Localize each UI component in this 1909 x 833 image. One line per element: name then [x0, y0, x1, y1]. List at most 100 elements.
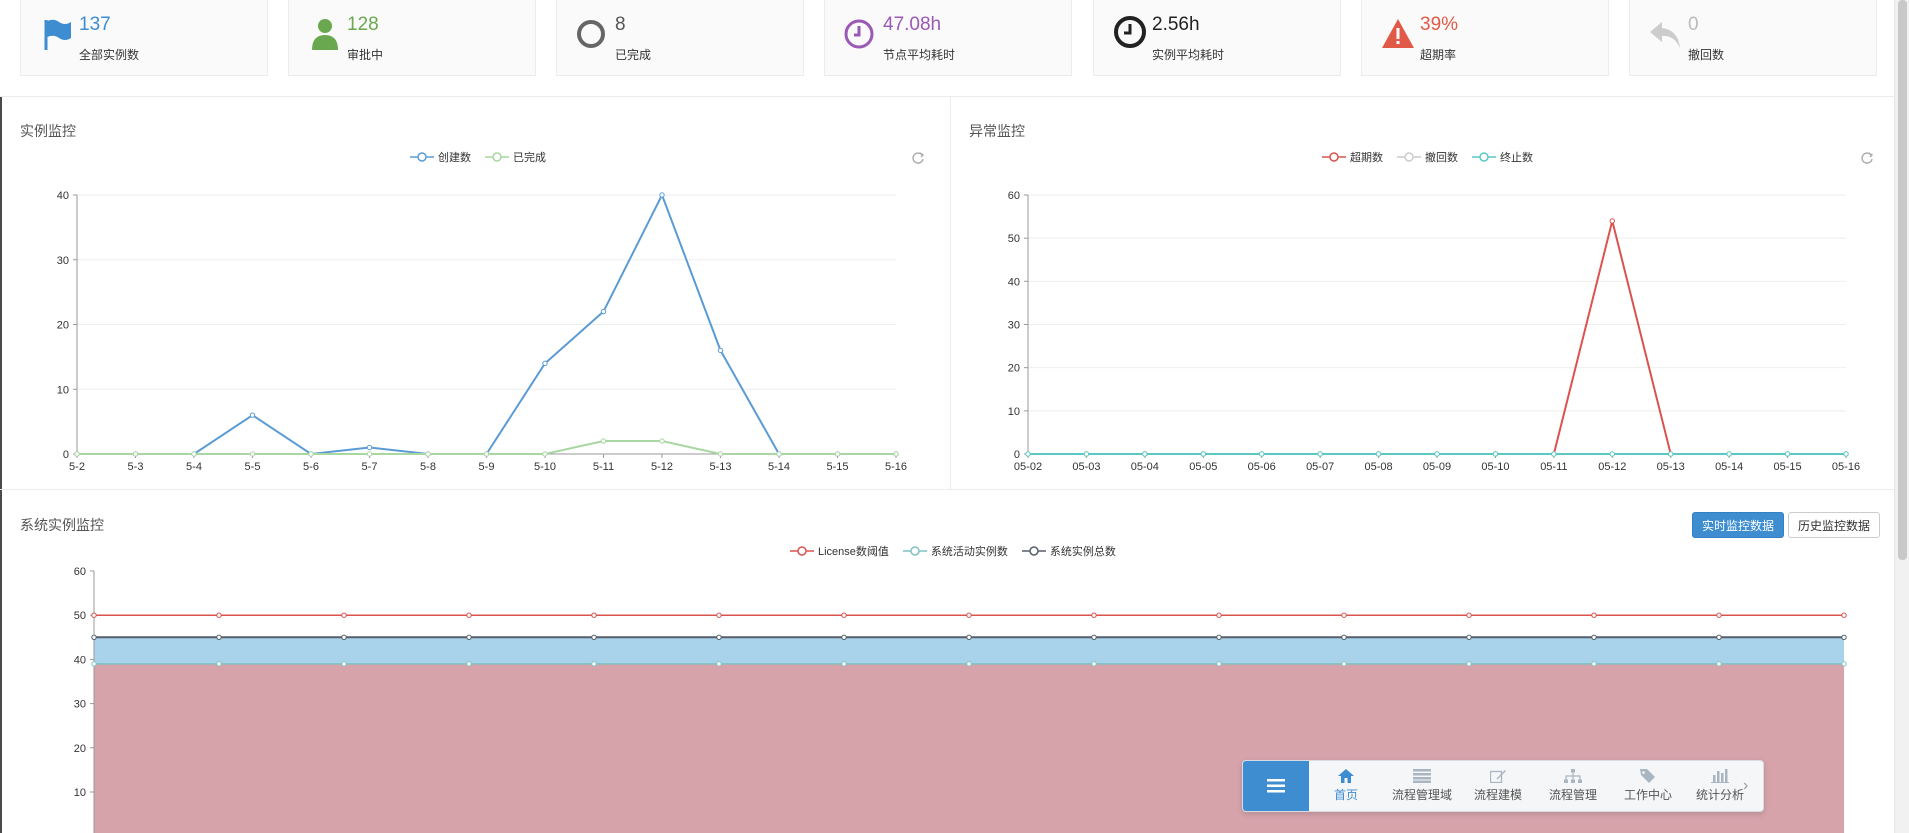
legend-item[interactable]: 系统实例总数 — [1021, 543, 1116, 559]
stat-label: 审批中 — [347, 48, 384, 62]
stat-card-overdue-rate[interactable]: 39% 超期率 — [1361, 0, 1609, 76]
stat-card-completed[interactable]: 8 已完成 — [556, 0, 804, 76]
nav-item-process[interactable]: 流程管理 — [1535, 761, 1611, 811]
data-point — [1668, 451, 1674, 457]
nav-label: 流程管理域 — [1391, 788, 1452, 802]
stat-value: 39% — [1420, 14, 1459, 35]
legend-item[interactable]: 系统活动实例数 — [902, 543, 1008, 559]
legend-item[interactable]: 终止数 — [1472, 149, 1533, 165]
stat-card-total[interactable]: 137 全部实例数 — [20, 0, 268, 76]
legend-marker — [485, 152, 509, 162]
data-point — [834, 451, 841, 457]
data-point — [1466, 661, 1472, 667]
vertical-scrollbar[interactable] — [1894, 0, 1909, 833]
data-point — [1551, 451, 1557, 457]
stat-label: 节点平均耗时 — [883, 48, 956, 62]
y-tick-label: 60 — [1008, 190, 1020, 202]
nav-item-modeling[interactable]: 流程建模 — [1461, 761, 1535, 811]
y-tick-label: 20 — [74, 743, 86, 755]
data-point — [1716, 634, 1722, 641]
x-tick-label: 5-10 — [534, 461, 556, 473]
panel-title-exception: 异常监控 — [969, 123, 1025, 139]
data-point — [1259, 451, 1265, 457]
data-point — [1200, 451, 1206, 457]
nav-item-statistics[interactable]: 统计分析 — [1685, 761, 1755, 811]
data-point — [249, 451, 256, 457]
x-tick-label: 5-12 — [651, 461, 673, 473]
total-instance-area — [94, 637, 1844, 664]
data-point — [1466, 634, 1472, 641]
data-point — [466, 634, 472, 641]
stat-card-approving[interactable]: 128 审批中 — [288, 0, 536, 76]
history-data-button[interactable]: 历史监控数据 — [1788, 512, 1880, 538]
y-tick-label: 10 — [74, 787, 86, 799]
y-tick-label: 40 — [57, 190, 69, 202]
refresh-icon[interactable] — [911, 151, 925, 165]
reply-icon — [1650, 22, 1680, 48]
stat-card-node-avg[interactable]: 47.08h 节点平均耗时 — [824, 0, 1072, 76]
nav-item-workcenter[interactable]: 工作中心 — [1611, 761, 1685, 811]
stat-value: 8 — [615, 14, 626, 35]
data-point — [716, 661, 722, 667]
data-point — [659, 438, 665, 444]
data-point — [1843, 451, 1849, 457]
data-point — [216, 634, 222, 641]
x-tick-label: 5-3 — [128, 461, 144, 473]
x-tick-label: 05-10 — [1481, 461, 1509, 473]
data-point — [841, 634, 847, 641]
x-tick-label: 5-16 — [885, 461, 907, 473]
y-tick-label: 0 — [63, 449, 69, 461]
legend-item[interactable]: 撤回数 — [1397, 149, 1458, 165]
data-point — [600, 438, 607, 444]
stat-card-instance-avg[interactable]: 2.56h 实例平均耗时 — [1093, 0, 1341, 76]
data-point — [1492, 451, 1499, 457]
legend-item[interactable]: 超期数 — [1322, 149, 1383, 165]
realtime-data-button[interactable]: 实时监控数据 — [1692, 512, 1784, 538]
refresh-icon[interactable] — [1860, 151, 1874, 165]
x-tick-label: 5-2 — [69, 461, 85, 473]
data-point — [191, 451, 197, 457]
data-point — [91, 634, 97, 641]
data-point — [966, 661, 972, 667]
data-point — [1591, 661, 1597, 667]
y-tick-label: 10 — [1008, 406, 1020, 418]
stat-value: 137 — [79, 14, 111, 35]
menu-toggle-button[interactable] — [1243, 761, 1309, 811]
tag-icon — [1640, 769, 1655, 783]
data-point — [1716, 612, 1722, 618]
x-tick-label: 5-4 — [186, 461, 202, 473]
legend-label: 终止数 — [1500, 152, 1533, 164]
stat-value: 128 — [347, 14, 379, 35]
data-point — [1091, 612, 1097, 618]
data-point — [591, 661, 597, 667]
legend-item[interactable]: License数阈值 — [790, 543, 889, 559]
data-point — [425, 451, 431, 457]
data-point — [308, 451, 314, 457]
x-tick-label: 05-09 — [1423, 461, 1451, 473]
legend-item[interactable]: 已完成 — [485, 149, 546, 165]
legend-label: 系统活动实例数 — [930, 546, 1008, 558]
legend-label: 已完成 — [513, 152, 546, 164]
stat-value: 0 — [1688, 14, 1699, 35]
data-point — [74, 451, 80, 457]
nav-item-domain[interactable]: 流程管理域 — [1383, 761, 1461, 811]
stat-value: 2.56h — [1152, 14, 1200, 35]
x-tick-label: 05-05 — [1189, 461, 1217, 473]
instance-line-chart: 0 10 20 30 40 5-2 5-3 5-4 5-5 5-6 5-7 5-8 5-9 5-10 5-1… — [57, 190, 907, 473]
stat-card-withdrawn[interactable]: 0 撤回数 — [1629, 0, 1877, 76]
data-point — [91, 612, 97, 618]
panel-title-system: 系统实例监控 — [20, 517, 104, 533]
y-tick-label: 40 — [74, 654, 86, 666]
data-point — [776, 451, 782, 457]
data-point — [341, 612, 347, 618]
nav-item-home[interactable]: 首页 — [1309, 761, 1383, 811]
exception-line-chart: 0 10 20 30 40 50 60 05-02 05-03 05-04 05-05 05-06 05… — [1008, 190, 1860, 473]
data-point — [341, 661, 347, 667]
data-point — [132, 451, 139, 457]
data-point — [1341, 612, 1347, 618]
scrollbar-thumb[interactable] — [1898, 0, 1907, 560]
warning-icon — [1382, 19, 1414, 48]
chevron-right-icon[interactable]: › — [1743, 777, 1749, 794]
panel-title-instance: 实例监控 — [20, 123, 76, 139]
legend-item[interactable]: 创建数 — [410, 149, 471, 165]
